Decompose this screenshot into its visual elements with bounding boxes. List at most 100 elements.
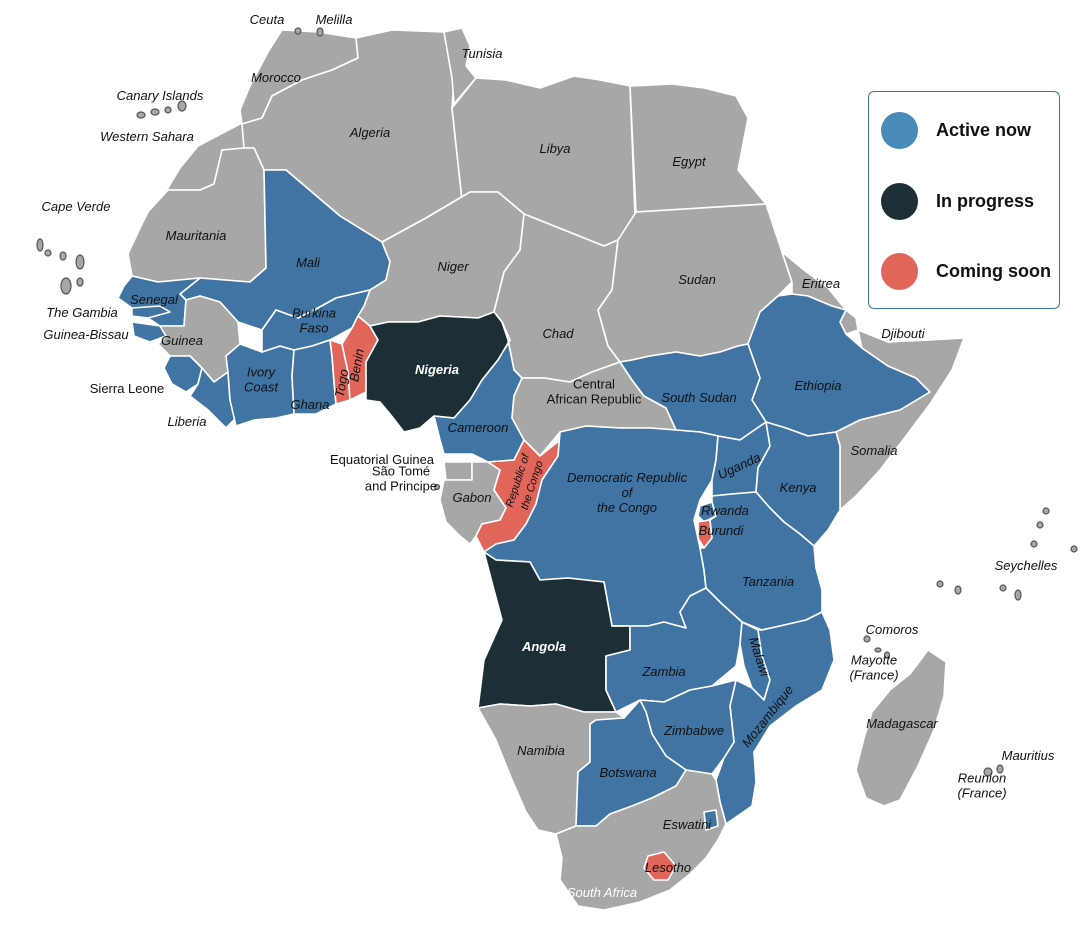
- label-equatorial-guinea: Equatorial Guinea: [330, 452, 435, 467]
- island-seychelles-1: [1042, 507, 1050, 515]
- island-cape-verde-6: [76, 277, 84, 287]
- label-sudan: Sudan: [678, 272, 716, 287]
- label-somalia: Somalia: [851, 443, 898, 458]
- label-south-africa: South Africa: [567, 885, 637, 900]
- label-guinea: Guinea: [161, 333, 203, 348]
- label-zambia: Zambia: [641, 664, 685, 679]
- label-nigeria: Nigeria: [415, 362, 459, 377]
- label-central-african-republic: Central African Republic: [547, 377, 642, 407]
- country-rwanda[interactable]: [697, 501, 717, 523]
- island-cape-verde-4: [75, 254, 85, 270]
- island-cape-verde-3: [59, 251, 67, 261]
- island-seychelles-6: [954, 585, 962, 595]
- island-reunion: [983, 767, 993, 777]
- country-south-africa[interactable]: [555, 769, 727, 911]
- label-ethiopia: Ethiopia: [795, 378, 842, 393]
- label-madagascar: Madagascar: [866, 716, 938, 731]
- label-burkina-faso: Burkina Faso: [292, 306, 336, 336]
- label-chad: Chad: [542, 326, 574, 341]
- label-liberia: Liberia: [167, 414, 206, 429]
- label-reunion: Reunion (France): [957, 771, 1006, 801]
- legend-item-coming-soon: Coming soon: [881, 253, 1051, 290]
- country-guinea-bissau[interactable]: [131, 321, 167, 343]
- label-mali: Mali: [296, 255, 321, 270]
- island-seychelles-3: [1030, 540, 1038, 548]
- legend-swatch-active: [881, 112, 918, 149]
- legend-item-active: Active now: [881, 112, 1031, 149]
- map-legend: Active now In progress Coming soon: [868, 91, 1060, 309]
- label-botswana: Botswana: [599, 765, 656, 780]
- label-tanzania: Tanzania: [742, 574, 794, 589]
- legend-swatch-in-progress: [881, 183, 918, 220]
- island-comoros-2: [874, 647, 882, 653]
- island-seychelles-7: [999, 584, 1007, 592]
- country-madagascar[interactable]: [855, 649, 947, 807]
- island-cape-verde-5: [60, 277, 72, 295]
- label-cameroon: Cameroon: [448, 420, 509, 435]
- label-ivory-coast: Ivory Coast: [244, 365, 279, 395]
- legend-label-active: Active now: [936, 120, 1032, 140]
- label-comoros: Comoros: [866, 622, 919, 637]
- label-angola: Angola: [521, 639, 566, 654]
- label-togo: Togo: [332, 368, 352, 399]
- legend-label-coming-soon: Coming soon: [936, 261, 1051, 281]
- label-libya: Libya: [539, 141, 570, 156]
- label-eritrea: Eritrea: [802, 276, 840, 291]
- island-cape-verde-2: [44, 249, 52, 257]
- label-eswatini: Eswatini: [663, 817, 713, 832]
- country-zambia[interactable]: [605, 587, 743, 713]
- label-rwanda: Rwanda: [701, 503, 749, 518]
- country-south-sudan[interactable]: [619, 343, 767, 441]
- island-seychelles-8: [1014, 589, 1022, 601]
- label-guinea-bissau: Guinea-Bissau: [43, 327, 128, 342]
- country-the-gambia[interactable]: [131, 305, 171, 319]
- island-seychelles-4: [1070, 545, 1078, 553]
- country-tunisia[interactable]: [443, 27, 477, 105]
- island-sao-tome: [433, 483, 441, 491]
- label-sao-tome: São Tomé and Principe: [365, 464, 437, 494]
- island-shapes: [36, 27, 1078, 777]
- legend-label-in-progress: In progress: [936, 191, 1035, 211]
- island-seychelles-5: [936, 580, 944, 588]
- label-niger: Niger: [437, 259, 469, 274]
- label-drc: Democratic Republic of the Congo: [567, 470, 687, 515]
- island-mauritius: [996, 764, 1004, 774]
- label-morocco: Morocco: [251, 70, 301, 85]
- island-melilla: [316, 27, 324, 37]
- label-ceuta: Ceuta: [250, 12, 285, 27]
- island-seychelles-2: [1036, 521, 1044, 529]
- label-senegal: Senegal: [130, 292, 179, 307]
- country-eswatini[interactable]: [703, 809, 719, 831]
- label-kenya: Kenya: [780, 480, 817, 495]
- label-mauritania: Mauritania: [166, 228, 227, 243]
- label-benin: Benin: [346, 348, 367, 383]
- island-canary-4: [177, 100, 187, 112]
- label-egypt: Egypt: [672, 154, 707, 169]
- island-ceuta: [294, 27, 302, 35]
- country-lesotho[interactable]: [643, 851, 677, 881]
- island-cape-verde-1: [36, 238, 44, 252]
- country-equatorial-guinea[interactable]: [443, 461, 473, 481]
- island-canary-3: [164, 106, 172, 114]
- label-lesotho: Lesotho: [645, 860, 691, 875]
- label-seychelles: Seychelles: [995, 558, 1058, 573]
- label-the-gambia: The Gambia: [46, 305, 118, 320]
- label-western-sahara: Western Sahara: [100, 129, 194, 144]
- label-gabon: Gabon: [452, 490, 491, 505]
- country-labels: Morocco Algeria Tunisia Libya Egypt West…: [42, 12, 1058, 900]
- label-ghana: Ghana: [290, 397, 329, 412]
- label-burundi: Burundi: [699, 523, 745, 538]
- label-mayotte: Mayotte (France): [849, 653, 898, 683]
- label-algeria: Algeria: [349, 125, 390, 140]
- island-canary-1: [136, 111, 146, 119]
- label-djibouti: Djibouti: [881, 326, 925, 341]
- legend-item-in-progress: In progress: [881, 183, 1034, 220]
- island-comoros-1: [863, 635, 871, 643]
- island-mayotte: [883, 651, 891, 659]
- country-egypt[interactable]: [629, 83, 767, 213]
- label-tunisia: Tunisia: [462, 46, 503, 61]
- label-melilla: Melilla: [316, 12, 353, 27]
- island-canary-2: [150, 108, 160, 116]
- country-sierra-leone[interactable]: [163, 355, 203, 393]
